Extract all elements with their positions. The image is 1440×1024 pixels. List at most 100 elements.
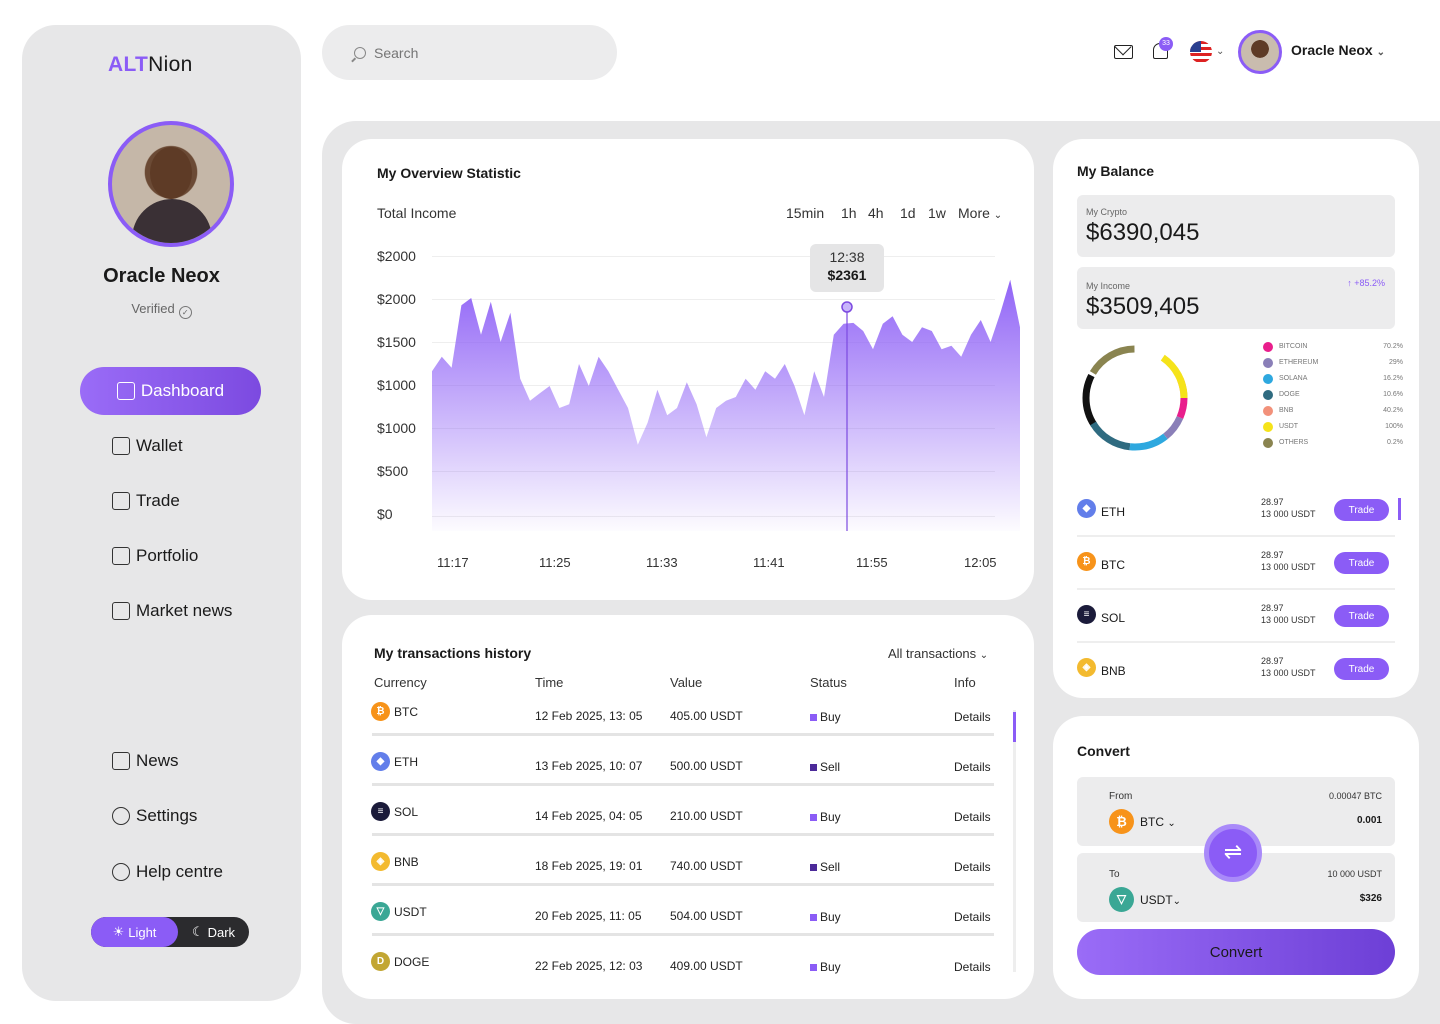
market-news-icon <box>112 602 130 620</box>
transactions-scrollbar[interactable] <box>1013 710 1016 972</box>
nav-news[interactable]: News <box>112 741 179 781</box>
income-area-chart[interactable] <box>432 249 1020 531</box>
usdt-coin-icon: ▽ <box>1109 887 1134 912</box>
tx-details-link[interactable]: Details <box>954 860 991 874</box>
asset-usdt: 13 000 USDT <box>1261 509 1316 519</box>
legend-dot <box>1263 358 1273 368</box>
to-rate: 10 000 USDT <box>1327 869 1382 879</box>
tx-status: Buy <box>810 910 841 924</box>
verified-status: Verified ✓ <box>22 301 301 319</box>
tx-details-link[interactable]: Details <box>954 810 991 824</box>
trade-button[interactable]: Trade <box>1334 658 1389 680</box>
timeframe-1d[interactable]: 1d <box>900 205 916 221</box>
us-flag-icon[interactable] <box>1190 41 1212 63</box>
status-indicator <box>810 964 817 971</box>
nav-settings[interactable]: Settings <box>112 796 197 836</box>
income-area-series <box>432 279 1020 531</box>
gear-icon <box>112 807 130 825</box>
nav-portfolio[interactable]: Portfolio <box>112 536 198 576</box>
status-indicator <box>810 914 817 921</box>
legend-dot <box>1263 438 1273 448</box>
balance-title: My Balance <box>1077 163 1155 179</box>
tx-currency: SOL <box>394 805 419 819</box>
trade-button[interactable]: Trade <box>1334 499 1389 521</box>
asset-usdt: 13 000 USDT <box>1261 615 1316 625</box>
chevron-down-icon: ⌄ <box>993 210 1003 221</box>
topbar-avatar[interactable] <box>1238 30 1282 74</box>
nav-market-news[interactable]: Market news <box>112 591 232 631</box>
balance-scrollbar[interactable] <box>1398 498 1401 520</box>
timeframe-more[interactable]: More ⌄ <box>958 205 1003 221</box>
chevron-down-icon: ⌄ <box>979 650 989 661</box>
tx-status: Buy <box>810 710 841 724</box>
brand-logo[interactable]: ALTNion <box>108 53 193 76</box>
from-currency-select[interactable]: BTC ⌄ <box>1140 815 1176 829</box>
asset-symbol: ETH <box>1101 505 1125 519</box>
convert-from-box[interactable]: From 0.00047 BTC ₿ BTC ⌄ 0.001 <box>1077 777 1395 846</box>
tx-value: 500.00 USDT <box>670 759 743 773</box>
nav-help-centre[interactable]: Help centre <box>112 852 223 892</box>
tx-details-link[interactable]: Details <box>954 710 991 724</box>
swap-button[interactable]: ⇌ <box>1204 824 1262 882</box>
tx-currency: DOGE <box>394 955 430 969</box>
convert-title: Convert <box>1077 743 1130 759</box>
profile-avatar[interactable] <box>108 121 234 247</box>
portfolio-icon <box>112 547 130 565</box>
mail-icon[interactable] <box>1114 45 1133 59</box>
search-bar[interactable] <box>322 25 617 80</box>
tx-details-link[interactable]: Details <box>954 760 991 774</box>
asset-symbol: BTC <box>1101 558 1125 572</box>
bnb-coin-icon: ◈ <box>1077 658 1096 677</box>
y-tick-label: $1000 <box>377 420 416 436</box>
asset-symbol: BNB <box>1101 664 1126 678</box>
profile-name: Oracle Neox <box>103 265 220 287</box>
row-divider <box>372 883 994 886</box>
convert-card: Convert From 0.00047 BTC ₿ BTC ⌄ 0.001 T… <box>1053 716 1419 999</box>
trade-button[interactable]: Trade <box>1334 605 1389 627</box>
col-header-currency: Currency <box>374 675 427 690</box>
asset-usdt: 13 000 USDT <box>1261 668 1316 678</box>
overview-card: My Overview Statistic Total Income 15min… <box>342 139 1034 600</box>
convert-button[interactable]: Convert <box>1077 929 1395 975</box>
col-header-info: Info <box>954 675 976 690</box>
chevron-down-icon[interactable]: ⌄ <box>1216 46 1225 57</box>
tx-currency: USDT <box>394 905 427 919</box>
moon-icon: ☾ <box>191 924 204 939</box>
tx-status: Sell <box>810 760 840 774</box>
legend-dot <box>1263 374 1273 384</box>
asset-symbol: SOL <box>1101 611 1126 625</box>
trade-button[interactable]: Trade <box>1334 552 1389 574</box>
crypto-balance-box: My Crypto $6390,045 <box>1077 195 1395 257</box>
to-currency-select[interactable]: USDT⌄ <box>1140 893 1182 907</box>
timeframe-15min[interactable]: 15min <box>786 205 825 221</box>
from-rate: 0.00047 BTC <box>1328 791 1382 801</box>
search-input[interactable] <box>374 44 574 61</box>
sidebar: ALTNion Oracle Neox Verified ✓ Dashboard … <box>22 25 301 1001</box>
timeframe-4h[interactable]: 4h <box>868 205 884 221</box>
transactions-filter[interactable]: All transactions ⌄ <box>888 646 989 661</box>
col-header-status: Status <box>810 675 847 690</box>
y-tick-label: $1000 <box>377 377 416 393</box>
crosshair-point[interactable] <box>841 301 853 313</box>
nav-dashboard[interactable]: Dashboard <box>80 367 261 415</box>
timeframe-1h[interactable]: 1h <box>841 205 857 221</box>
tx-time: 14 Feb 2025, 04: 05 <box>535 809 643 823</box>
x-tick-label: 11:17 <box>437 555 469 570</box>
to-amount[interactable]: $326 <box>1359 893 1382 904</box>
nav-wallet[interactable]: Wallet <box>112 426 183 466</box>
tx-details-link[interactable]: Details <box>954 960 991 974</box>
income-balance-value: $3509,405 <box>1086 293 1200 320</box>
status-indicator <box>810 814 817 821</box>
balance-donut-chart[interactable] <box>1077 340 1193 456</box>
theme-light-button[interactable]: ☀ Light <box>91 917 178 947</box>
nav-trade[interactable]: Trade <box>112 481 180 521</box>
btc-coin-icon: ₿ <box>371 702 390 721</box>
topbar-user-name[interactable]: Oracle Neox ⌄ <box>1291 42 1385 58</box>
theme-toggle[interactable]: ☀ Light ☾ Dark <box>91 917 249 947</box>
from-amount[interactable]: 0.001 <box>1356 815 1382 826</box>
row-divider <box>372 733 994 736</box>
theme-dark-button[interactable]: ☾ Dark <box>191 924 236 940</box>
legend-dot <box>1263 422 1273 432</box>
tx-details-link[interactable]: Details <box>954 910 991 924</box>
timeframe-1w[interactable]: 1w <box>928 205 946 221</box>
